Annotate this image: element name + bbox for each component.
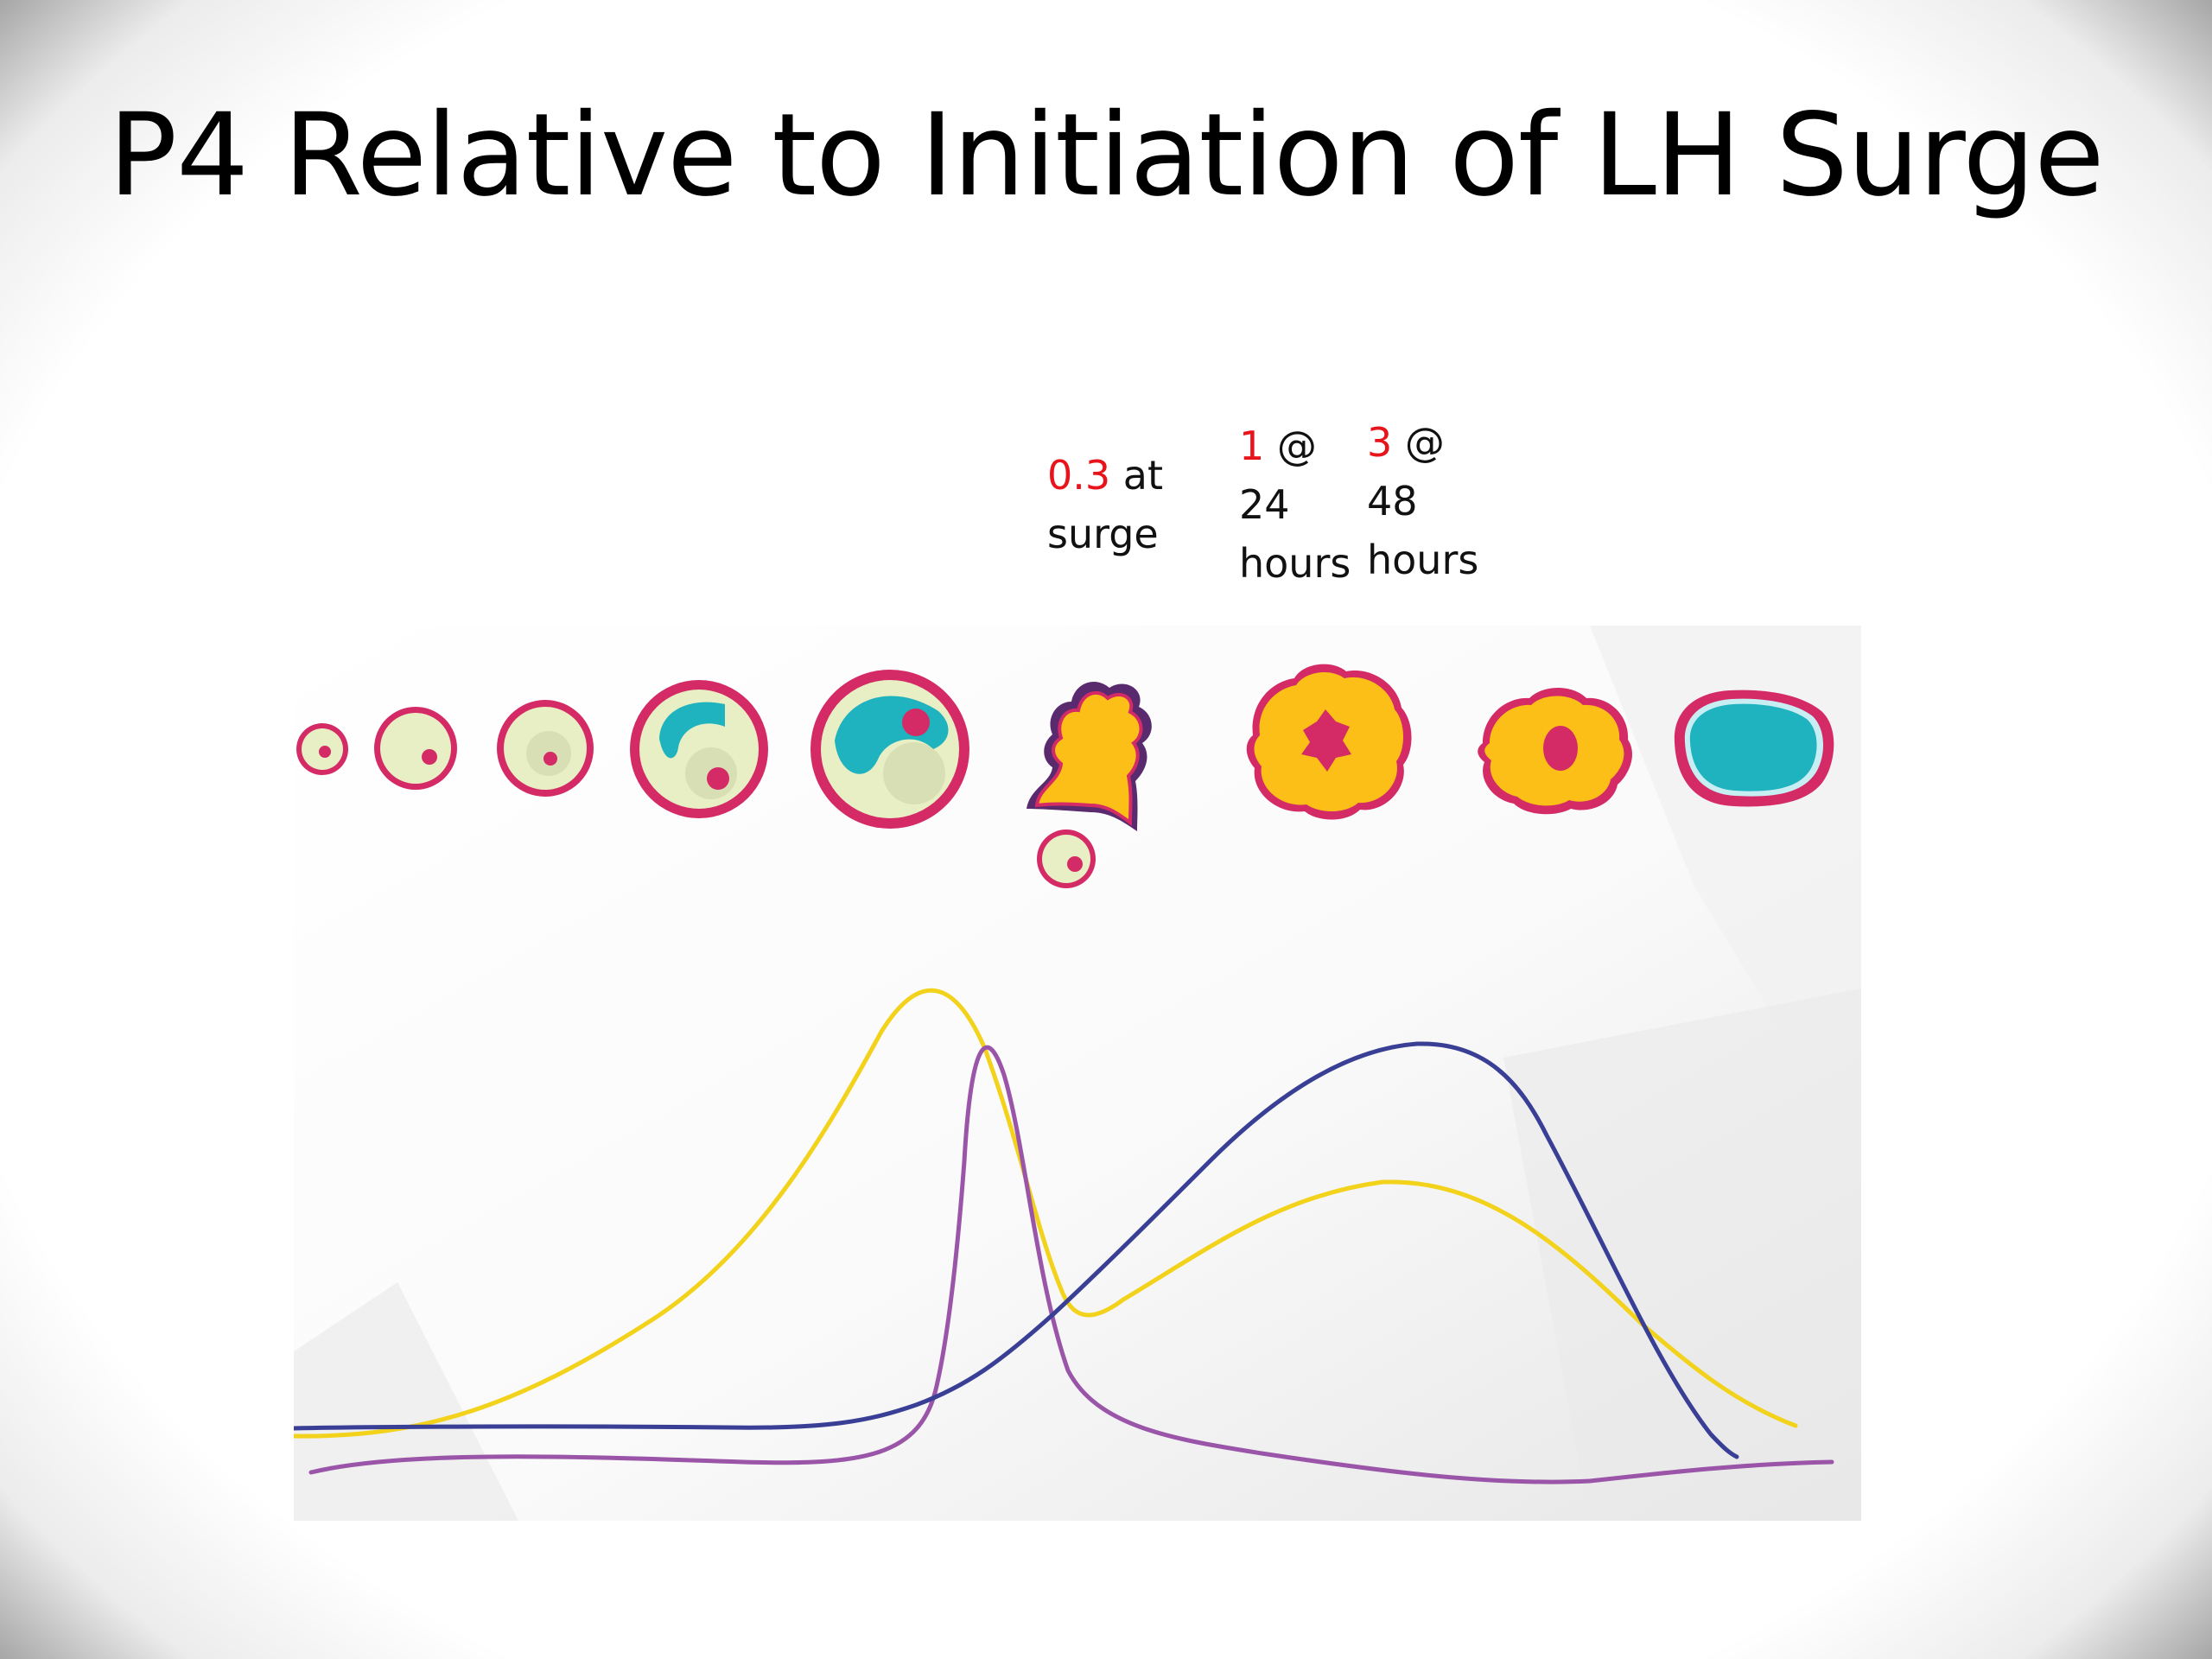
- primary-follicle: [374, 707, 457, 790]
- background-facet: [294, 1282, 518, 1521]
- graafian-follicle: [810, 670, 969, 829]
- slide-title: P4 Relative to Initiation of LH Surge: [108, 89, 2104, 222]
- yellow-hormone-curve: [294, 988, 1798, 1439]
- early-antral-follicle: [630, 680, 768, 818]
- background-facet: [1503, 988, 1861, 1521]
- annotation-value: 1: [1239, 423, 1265, 469]
- ovulation: [1027, 682, 1152, 888]
- mature-corpus-luteum: [1478, 688, 1632, 815]
- annotation-text: hours: [1367, 537, 1479, 583]
- annotation-text: 24: [1239, 481, 1290, 528]
- corpus-albicans: [1674, 690, 1834, 807]
- annotation-value: 0.3: [1047, 452, 1111, 499]
- annotation-text: @: [1392, 419, 1445, 466]
- annotation-surge: 0.3 at surge: [1047, 446, 1163, 563]
- annotation-value: 3: [1367, 419, 1393, 466]
- annotation-text: @: [1264, 423, 1317, 469]
- ovarian-cycle-figure: [294, 626, 1861, 1521]
- annotation-24-hours: 1 @ 24 hours: [1239, 416, 1351, 593]
- purple-hormone-curve: [308, 1045, 1834, 1484]
- annotation-text: 48: [1367, 478, 1418, 524]
- annotation-text: hours: [1239, 540, 1351, 587]
- annotation-text: surge: [1047, 511, 1159, 557]
- primordial-follicle: [296, 723, 348, 775]
- annotation-48-hours: 3 @ 48 hours: [1367, 413, 1478, 589]
- released-oocyte: [1037, 830, 1096, 888]
- annotation-text: at: [1110, 452, 1164, 499]
- blue-hormone-curve: [294, 1041, 1739, 1459]
- early-corpus-luteum: [1246, 664, 1412, 820]
- secondary-follicle: [497, 700, 594, 797]
